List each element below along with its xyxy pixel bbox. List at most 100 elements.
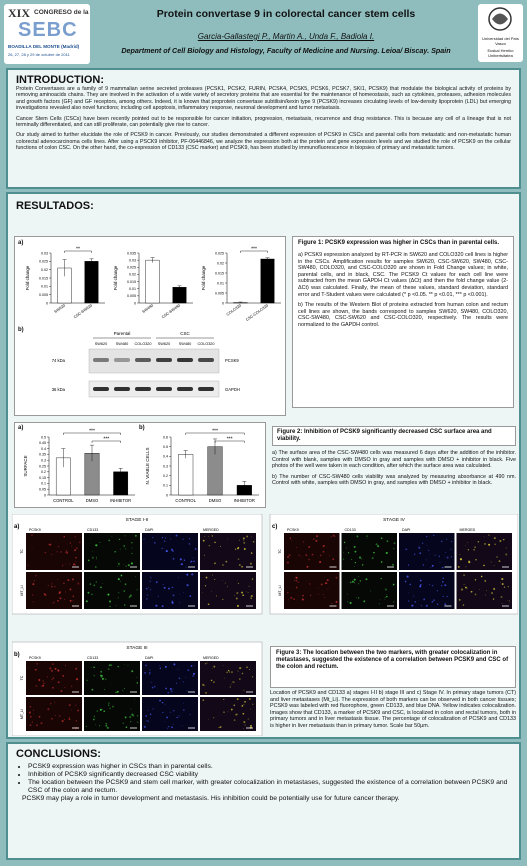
fluorescence-dot — [503, 586, 506, 588]
bar — [260, 258, 275, 304]
fluorescence-dot — [91, 593, 93, 596]
fluorescence-dot — [131, 713, 134, 716]
fluorescence-dot — [241, 705, 244, 707]
fluorescence-dot — [239, 539, 240, 541]
fluorescence-dot — [427, 549, 430, 552]
fluorescence-dot — [252, 540, 255, 543]
fluorescence-dot — [244, 700, 247, 703]
fluorescence-dot — [179, 593, 181, 595]
column-label: CD133 — [87, 528, 98, 532]
fluorescence-dot — [501, 577, 504, 581]
fluorescence-dot — [105, 722, 108, 725]
fluorescence-dot — [500, 595, 503, 598]
fluorescence-dot — [164, 548, 165, 550]
fluorescence-dot — [377, 545, 380, 548]
fluorescence-dot — [166, 716, 168, 719]
fluorescence-dot — [227, 538, 229, 540]
fluorescence-dot — [46, 676, 48, 678]
error-bar — [242, 481, 247, 490]
y-tick-label: 0.015 — [39, 276, 48, 280]
fluorescence-dot — [477, 541, 480, 543]
fluorescence-dot — [460, 588, 464, 591]
fluorescence-dot — [225, 560, 228, 563]
university-name: Universidad del País Vasco — [482, 36, 519, 46]
panel-letter: c) — [272, 524, 277, 530]
fluorescence-dot — [32, 601, 34, 603]
fluorescence-dot — [204, 663, 207, 665]
fluorescence-dot — [223, 711, 225, 714]
fluorescence-dot — [48, 543, 50, 545]
bar-chart: SURFACE 00.05 0.1 0.15 0.2 0.250.3 0.35 0.4 0.45… — [23, 429, 135, 503]
fluorescence-dot — [57, 599, 59, 602]
fluorescence-dot — [214, 562, 216, 565]
panel-letter: a) — [18, 240, 24, 246]
band — [177, 387, 193, 391]
y-tick-label: 0.025 — [39, 260, 48, 264]
fluorescence-dot — [492, 598, 495, 600]
fluorescence-dot — [132, 714, 135, 717]
fluorescence-dot — [223, 698, 225, 701]
fluorescence-dot — [509, 601, 510, 603]
fluorescence-dot — [503, 538, 505, 541]
fluorescence-dot — [319, 561, 322, 564]
y-tick-label: 0.01 — [129, 287, 136, 291]
fluorescence-dot — [56, 551, 58, 553]
fluorescence-dot — [422, 564, 425, 566]
error-bar — [61, 448, 66, 468]
fluorescence-dot — [31, 534, 33, 536]
congress-logo: XIX CONGRESO de la SEBC BOADILLA DEL MON… — [4, 4, 90, 64]
significance-bracket — [214, 440, 245, 443]
x-tick-label: INHIBITOR — [110, 498, 131, 503]
fluorescence-dot — [122, 722, 124, 724]
fluorescence-dot — [429, 554, 431, 555]
fluorescence-dot — [100, 675, 103, 678]
fluorescence-dot — [123, 590, 126, 592]
fluorescence-dot — [431, 600, 434, 603]
fluorescence-dot — [75, 726, 77, 728]
conclusion-item: The location between the PCSK9 and stem … — [28, 779, 511, 795]
column-label: MERGED — [460, 528, 476, 532]
fluorescence-dot — [161, 605, 164, 608]
fluorescence-dot — [47, 708, 50, 711]
fluorescence-dot — [365, 578, 368, 581]
fluorescence-dot — [286, 541, 287, 543]
fluorescence-dot — [308, 546, 311, 548]
fluorescence-dot — [177, 668, 179, 670]
fluorescence-dot — [50, 681, 51, 682]
fluorescence-dot — [298, 595, 300, 597]
micrograph — [200, 572, 256, 609]
fluorescence-dot — [91, 550, 93, 552]
fluorescence-dot — [205, 576, 207, 578]
fluorescence-dot — [130, 708, 132, 710]
fluorescence-dot — [149, 717, 151, 718]
column-label: MERGED — [203, 656, 219, 660]
fluorescence-dot — [123, 545, 126, 547]
fluorescence-dot — [96, 556, 98, 558]
micrograph — [341, 533, 397, 570]
fluorescence-dot — [118, 592, 120, 594]
fluorescence-dot — [243, 721, 246, 724]
fluorescence-dot — [178, 715, 180, 717]
fluorescence-dot — [110, 664, 113, 667]
fluorescence-dot — [235, 713, 238, 716]
fluorescence-dot — [237, 670, 239, 672]
fluorescence-dot — [202, 683, 205, 686]
fluorescence-dot — [349, 601, 352, 605]
y-tick-label: 0.015 — [127, 280, 136, 284]
fluorescence-dot — [108, 600, 112, 603]
fluorescence-dot — [177, 576, 179, 578]
intro-paragraph: Our study aimed to further elucidate the… — [16, 132, 511, 152]
fluorescence-dot — [247, 592, 249, 593]
fluorescence-dot — [463, 574, 466, 577]
fluorescence-dot — [152, 708, 154, 710]
fluorescence-dot — [96, 558, 98, 560]
fluorescence-dot — [239, 667, 242, 670]
fluorescence-dot — [118, 538, 121, 541]
fluorescence-dot — [251, 536, 253, 538]
y-tick-label: 0 — [46, 301, 48, 305]
fluorescence-dot — [419, 579, 422, 582]
y-tick-label: 0.05 — [39, 488, 46, 492]
band — [198, 387, 214, 391]
fluorescence-dot — [146, 594, 149, 596]
fluorescence-dot — [248, 585, 250, 587]
